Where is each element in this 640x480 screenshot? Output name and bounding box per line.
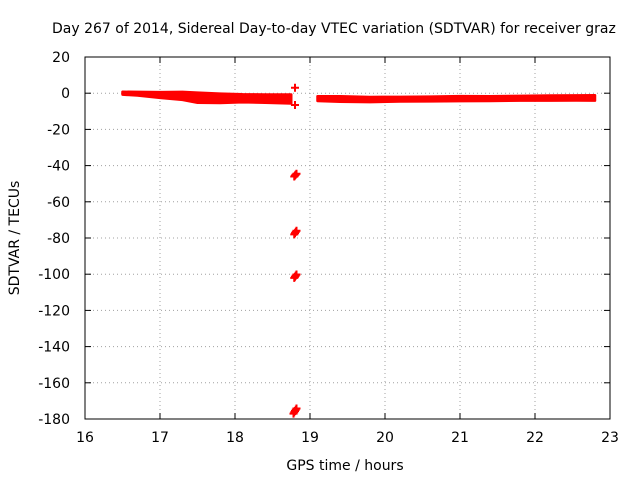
y-axis-label: SDTVAR / TECUs — [7, 181, 23, 296]
y-tick-label: -40 — [47, 159, 70, 175]
axes — [84, 56, 611, 420]
x-tick-label: 21 — [451, 430, 469, 446]
data-point — [292, 270, 301, 279]
series-bands — [121, 90, 597, 105]
y-tick-label: -80 — [47, 231, 70, 247]
y-tick-label: -160 — [38, 376, 70, 392]
x-tick-label: 19 — [301, 430, 319, 446]
data-point — [291, 100, 299, 109]
y-tick-label: -140 — [38, 340, 70, 356]
y-tick-label: -120 — [38, 303, 70, 319]
y-tick-label: 0 — [61, 86, 70, 102]
plot-border — [84, 56, 611, 420]
x-axis-label: GPS time / hours — [286, 458, 403, 474]
tick-labels: 16 17 18 19 20 21 22 23 20 0 -20 -40 -60 -80 -100 -120 -… — [38, 50, 619, 446]
data-point — [292, 169, 301, 178]
sdtvar-band — [121, 90, 293, 105]
tick-marks — [84, 56, 611, 420]
x-tick-label: 22 — [526, 430, 544, 446]
y-tick-label: -180 — [38, 412, 70, 428]
x-tick-label: 23 — [601, 430, 619, 446]
x-tick-label: 20 — [376, 430, 394, 446]
y-tick-label: -60 — [47, 195, 70, 211]
y-tick-label: -100 — [38, 267, 70, 283]
x-tick-label: 18 — [226, 430, 244, 446]
y-tick-label: 20 — [52, 50, 70, 66]
sdtvar-band — [316, 93, 597, 104]
data-point — [291, 83, 299, 92]
grid-layer — [85, 57, 610, 419]
data-point — [292, 404, 301, 413]
x-tick-label: 16 — [76, 430, 94, 446]
chart-title: Day 267 of 2014, Sidereal Day-to-day VTE… — [52, 21, 616, 37]
data-point — [292, 226, 301, 235]
x-tick-label: 17 — [151, 430, 169, 446]
series-points — [289, 83, 301, 418]
y-tick-label: -20 — [47, 122, 70, 138]
